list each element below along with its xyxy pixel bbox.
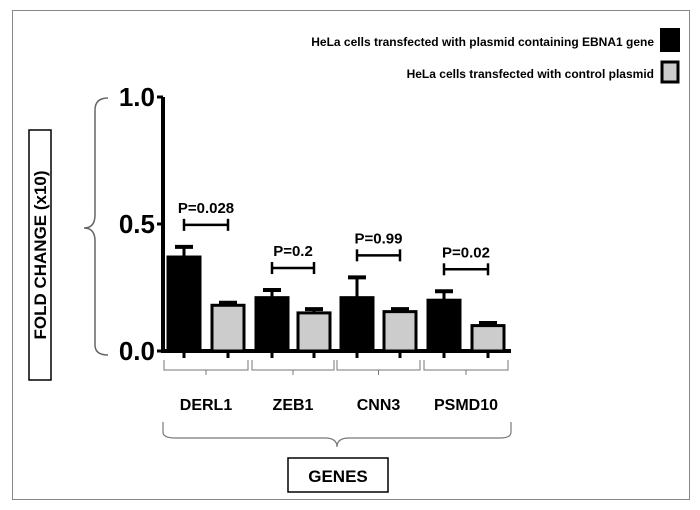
- bar-cnn3-series2: [382, 310, 418, 353]
- figure-frame: [12, 10, 690, 500]
- y-axis-label: FOLD CHANGE (x10): [31, 170, 50, 339]
- category-bracket: [163, 360, 249, 375]
- category-label: DERL1: [180, 397, 233, 414]
- y-tick-label: 0.5: [119, 209, 155, 239]
- x-label-box: [287, 457, 389, 493]
- category-label: ZEB1: [273, 397, 314, 414]
- legend-swatch-ebna1: [660, 28, 680, 52]
- category-label: PSMD10: [434, 397, 498, 414]
- p-value-label: P=0.02: [442, 244, 490, 261]
- legend-swatch-control: [660, 60, 680, 84]
- y-tick-label: 0.0: [119, 336, 155, 366]
- x-axis-label: GENES: [308, 467, 368, 486]
- category-label: CNN3: [357, 397, 401, 414]
- category-bracket: [423, 360, 509, 375]
- bar-derl1-series1: [166, 255, 202, 353]
- legend-label-control: HeLa cells transfected with control plas…: [407, 67, 654, 81]
- category-bracket: [336, 360, 421, 375]
- bar-zeb1-series2: [296, 311, 332, 353]
- y-label-box: [28, 129, 52, 381]
- y-tick-label: 1.0: [119, 82, 155, 112]
- category-bracket: [251, 360, 335, 375]
- bar-psmd10-series1: [426, 298, 462, 353]
- genes-brace: [162, 422, 512, 448]
- p-value-label: P=0.028: [178, 200, 234, 217]
- p-value-label: P=0.2: [273, 243, 313, 260]
- bar-cnn3-series1: [339, 296, 375, 353]
- y-brace: [83, 97, 109, 356]
- legend-label-ebna1: HeLa cells transfected with plasmid cont…: [311, 35, 654, 49]
- bar-psmd10-series2: [470, 324, 506, 353]
- bar-derl1-series2: [210, 303, 246, 353]
- bar-zeb1-series1: [254, 296, 290, 353]
- p-value-label: P=0.99: [355, 230, 403, 247]
